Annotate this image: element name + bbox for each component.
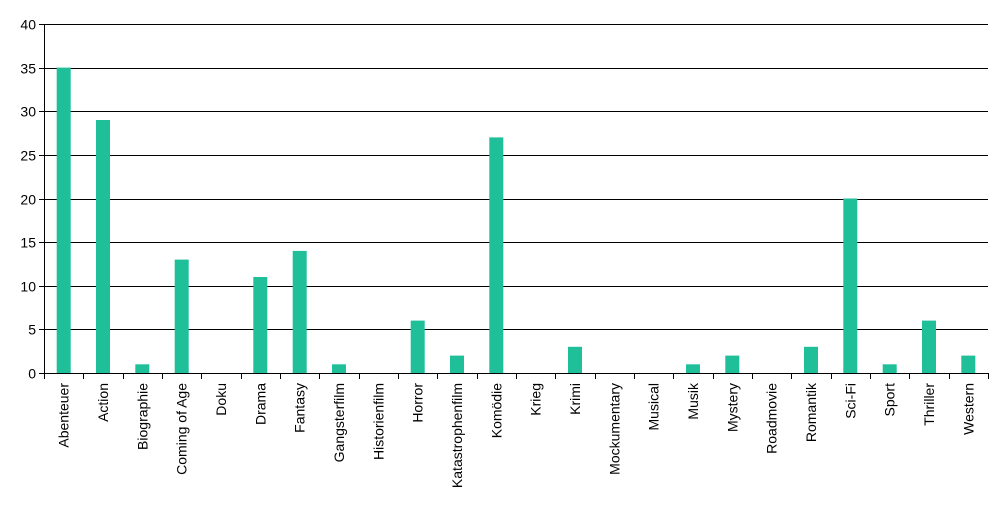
bar-gangsterfilm xyxy=(332,364,346,373)
y-tick-label: 40 xyxy=(20,17,36,33)
y-tick-label: 15 xyxy=(20,235,36,251)
bar-horror xyxy=(410,320,425,373)
x-tick-label: Krimi xyxy=(567,383,583,415)
x-tick-label: Krieg xyxy=(528,383,544,416)
bar-drama xyxy=(253,277,268,373)
bar-thriller xyxy=(922,320,936,373)
x-tick-label: Horror xyxy=(410,383,426,423)
bars xyxy=(56,67,976,373)
y-tick-label: 5 xyxy=(28,322,36,338)
x-tick-label: Musical xyxy=(646,383,662,430)
bar-fantasy xyxy=(292,250,307,373)
y-tick-label: 10 xyxy=(20,279,36,295)
x-tick-label: Abenteuer xyxy=(56,383,72,448)
y-tick-label: 35 xyxy=(20,61,36,77)
x-tick-label: Coming of Age xyxy=(174,383,190,475)
x-tick-label: Romantik xyxy=(803,382,819,442)
bar-romantik xyxy=(804,346,818,373)
x-tick-label: Musik xyxy=(685,382,701,420)
y-tick-label: 0 xyxy=(28,366,36,382)
bar-coming-of-age xyxy=(174,259,189,373)
x-tick-label: Thriller xyxy=(921,383,937,426)
x-tick-label: Mystery xyxy=(724,383,740,432)
y-tick-label: 20 xyxy=(20,192,36,208)
gridlines xyxy=(44,24,988,330)
x-tick-label: Fantasy xyxy=(292,383,308,433)
x-tick-label: Action xyxy=(95,383,111,422)
bar-biographie xyxy=(135,364,150,373)
x-tick-label: Sci-Fi xyxy=(842,383,858,419)
bar-western xyxy=(961,355,976,373)
bar-komödie xyxy=(489,137,504,373)
x-tick-label: Doku xyxy=(213,383,229,416)
x-tick-label: Katastrophenfilm xyxy=(449,383,465,488)
bar-krimi xyxy=(568,346,582,373)
y-tick-labels: 0 5 10 15 20 25 30 35 40 xyxy=(20,17,36,382)
bar-sport xyxy=(882,364,897,373)
bar-action xyxy=(96,120,110,373)
x-tick-label: Mockumentary xyxy=(606,383,622,475)
x-tick-label: Drama xyxy=(252,383,268,425)
bar-mystery xyxy=(725,355,740,373)
x-tick-label: Roadmovie xyxy=(764,383,780,454)
y-tick-label: 30 xyxy=(20,104,36,120)
y-tick-label: 25 xyxy=(20,148,36,164)
axes xyxy=(39,24,989,379)
bar-musik xyxy=(686,364,700,373)
x-tick-labels: Abenteuer Action Biographie Coming of Age Do… xyxy=(56,382,977,488)
x-tick-label: Western xyxy=(960,383,976,435)
bar-abenteuer xyxy=(56,67,71,373)
x-tick-label: Gangsterfilm xyxy=(331,383,347,462)
bar-katastrophenfilm xyxy=(450,355,464,373)
x-tick-label: Sport xyxy=(882,383,898,417)
x-tick-label: Komödie xyxy=(488,383,504,438)
x-tick-label: Historienfilm xyxy=(370,383,386,460)
bar-sci-fi xyxy=(843,198,858,373)
x-tick-label: Biographie xyxy=(134,383,150,450)
